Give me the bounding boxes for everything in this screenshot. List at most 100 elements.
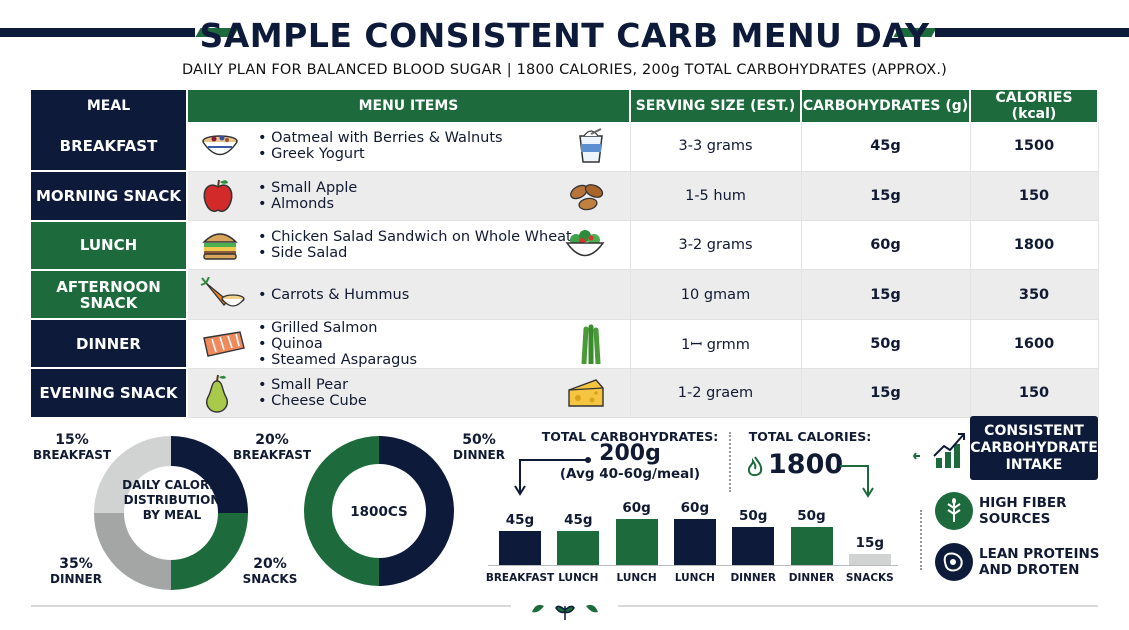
total-carbs-note: (Avg 40-60g/meal) [559, 466, 701, 482]
bar-category-label: DINNER [788, 572, 835, 584]
table-header-row: MEAL MENU ITEMS SERVING SIZE (EST.) CARB… [31, 90, 1099, 122]
calories-cell: 150 [970, 368, 1099, 419]
col-header-carbs: CARBOHYDRATES (g) [801, 90, 971, 122]
carbs-cell: 15g [801, 171, 971, 222]
bar-dinner [732, 526, 775, 565]
donut2-slice-dinner [379, 436, 454, 586]
fiber-icon [947, 498, 961, 522]
pie-label-pct: 15% [55, 432, 89, 448]
bar-category-label: BREAKFAST [485, 572, 555, 584]
bar-dinner [790, 526, 833, 565]
pie-label-breakfast-20: 20% BREAKFAST [230, 433, 314, 463]
pie-label-pct: 35% [59, 556, 93, 572]
donut-slice-breakfast-20 [171, 513, 248, 590]
table-row: EVENING SNACK • Small Pear • Cheese Cube… [31, 368, 1099, 419]
menu-items-cell: • Carrots & Hummus [187, 269, 631, 320]
page-title: SAMPLE CONSISTENT CARB MENU DAY [199, 16, 930, 55]
almonds-icon [569, 184, 603, 211]
bar-category-label: DINNER [730, 572, 776, 584]
donut-slice-snacks-20 [94, 436, 171, 513]
footer-line-left [31, 605, 511, 607]
calories-cell: 1500 [970, 122, 1099, 172]
pie-label-name: DINNER [50, 572, 102, 586]
serving-cell: 1-5 hum [630, 171, 802, 222]
menu-item: • Small Apple [258, 179, 358, 196]
table-row: AFTERNOON SNACK • Carrots & Hummus 10 gm… [31, 269, 1099, 321]
donut-slice-breakfast-15 [171, 436, 248, 513]
calorie-distribution-donut [94, 436, 248, 590]
flame-icon [747, 456, 763, 477]
menu-item: • Side Salad [258, 245, 348, 262]
bar-value-label: 60g [680, 500, 710, 516]
menu-items-cell: • Grilled Salmon • Quinoa • Steamed Aspa… [187, 319, 631, 369]
calories-cell: 1600 [970, 319, 1099, 369]
calorie-total-donut [304, 436, 454, 586]
bar-snacks [848, 553, 891, 565]
total-calories-value: 1800 [768, 449, 844, 480]
header-stripe-right [935, 28, 1129, 37]
pie-label-name: SNACKS [242, 572, 298, 586]
menu-item: • Oatmeal with Berries & Walnuts [258, 130, 503, 147]
table-row: BREAKFAST • Oatmeal with Berries & Walnu… [31, 122, 1099, 173]
meal-cell: MORNING SNACK [31, 171, 188, 222]
pie-label-breakfast-15: 15% BREAKFAST [30, 433, 114, 463]
feature-item-fiber [935, 492, 973, 530]
pie-label-dinner-35: 35% DINNER [44, 557, 108, 587]
growth-chart-icon [912, 433, 965, 468]
cheese-icon [567, 379, 604, 407]
feature-connector [920, 510, 934, 570]
yogurt-cup-icon [578, 128, 603, 164]
meal-cell: EVENING SNACK [31, 368, 188, 419]
feature-label-protein: LEAN PROTEINS AND DROTEN [979, 546, 1100, 578]
menu-item: • Steamed Asparagus [258, 351, 418, 368]
page-subtitle: DAILY PLAN FOR BALANCED BLOOD SUGAR | 18… [181, 62, 948, 78]
bar-value-label: 45g [564, 511, 593, 528]
menu-items-cell: • Oatmeal with Berries & Walnuts • Greek… [187, 122, 631, 172]
serving-cell: 3-3 grams [630, 122, 802, 172]
menu-item: • Quinoa [258, 335, 323, 352]
pie-label-pct: 50% [462, 432, 496, 448]
salad-bowl-icon [565, 230, 604, 257]
menu-item: • Greek Yogurt [258, 146, 365, 163]
menu-item: • Almonds [258, 195, 335, 212]
calories-cell: 350 [970, 269, 1099, 320]
bar-value-label: 50g [738, 507, 768, 524]
table-row: LUNCH • Chicken Salad Sandwich on Whole … [31, 220, 1099, 271]
donut2-slice-other [304, 436, 379, 586]
menu-items-cell: • Chicken Salad Sandwich on Whole Wheat … [187, 220, 631, 271]
oatmeal-bowl-icon [202, 135, 238, 156]
calories-connector-arrow [840, 465, 874, 498]
pear-icon [206, 374, 228, 413]
bar-lunch [557, 530, 600, 565]
bar-category-label: LUNCH [674, 572, 715, 584]
footer-line-right [618, 605, 1098, 607]
table-row: DINNER • Grilled Salmon • Quinoa • Steam… [31, 319, 1099, 370]
meal-cell: DINNER [31, 319, 188, 370]
bar-category-label: LUNCH [616, 572, 657, 584]
col-header-serving: SERVING SIZE (EST.) [630, 90, 802, 122]
menu-item: • Carrots & Hummus [258, 286, 410, 303]
pie-label-pct: 20% [253, 556, 287, 572]
bar-value-label: 50g [797, 507, 826, 524]
bar-breakfast [499, 530, 541, 565]
pie2-label-dinner: 50% DINNER [446, 433, 512, 463]
bar-category-label: SNACKS [845, 572, 894, 584]
total-carbs-value: 200g [599, 441, 661, 466]
col-header-menu-items: MENU ITEMS [187, 90, 631, 122]
donut-center-label: DAILY CALORIE DISTRIBUTION BY MEAL [122, 478, 222, 522]
carrot-hummus-icon [200, 276, 245, 307]
donut-slice-dinner-35 [94, 513, 171, 590]
carbs-cell: 15g [801, 269, 971, 320]
bar-value-label: 45g [505, 511, 535, 528]
salmon-icon [203, 331, 245, 357]
menu-table: MEAL MENU ITEMS SERVING SIZE (EST.) CARB… [31, 90, 1099, 419]
serving-cell: 1-2 graem [630, 368, 802, 419]
table-row: MORNING SNACK • Small Apple • Almonds 1-… [31, 171, 1099, 222]
serving-cell: 1ꟷ grmm [630, 319, 802, 369]
donut2-center-label: 1800CS [350, 504, 408, 520]
bar-value-label: 60g [622, 500, 651, 516]
carbs-connector-arrow [514, 457, 591, 496]
menu-items-cell: • Small Apple • Almonds [187, 171, 631, 222]
pie-label-name: BREAKFAST [32, 448, 112, 462]
carbs-cell: 60g [801, 220, 971, 271]
